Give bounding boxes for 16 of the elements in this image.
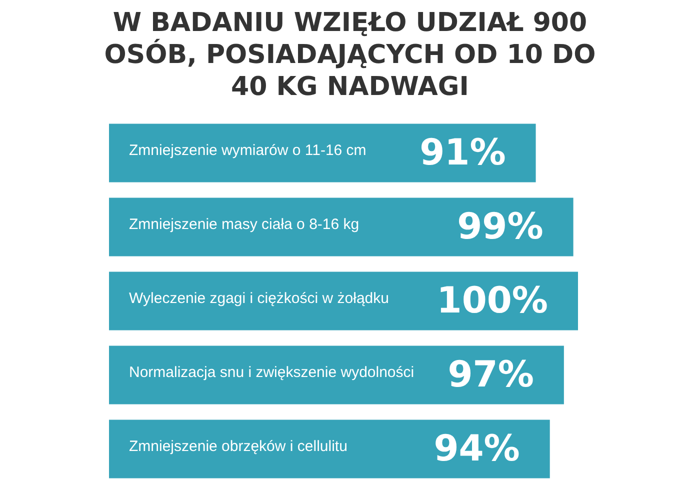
data-label: 94% — [434, 428, 520, 470]
bar — [109, 420, 550, 478]
y-tick-label: Zmniejszenie obrzęków i cellulitu — [129, 438, 348, 456]
y-tick-label: Wyleczenie zgagi i ciężkości w żołądku — [129, 290, 389, 308]
data-label: 100% — [436, 280, 548, 322]
data-label: 97% — [448, 354, 534, 396]
bar — [109, 124, 536, 182]
y-tick-label: Zmniejszenie wymiarów o 11-16 cm — [129, 142, 366, 160]
y-tick-label: Normalizacja snu i zwiększenie wydolności — [129, 364, 414, 382]
data-label: 91% — [420, 132, 506, 174]
bar — [109, 272, 578, 330]
y-tick-label: Zmniejszenie masy ciała o 8-16 kg — [129, 216, 360, 234]
chart-title: W BADANIU WZIĘŁO UDZIAŁ 900 OSÓB, POSIADAJĄCYCH OD 10 DO 40 KG NADWAGI — [103, 7, 597, 103]
data-label: 99% — [457, 206, 544, 248]
bar — [109, 346, 564, 404]
bar — [109, 198, 574, 256]
